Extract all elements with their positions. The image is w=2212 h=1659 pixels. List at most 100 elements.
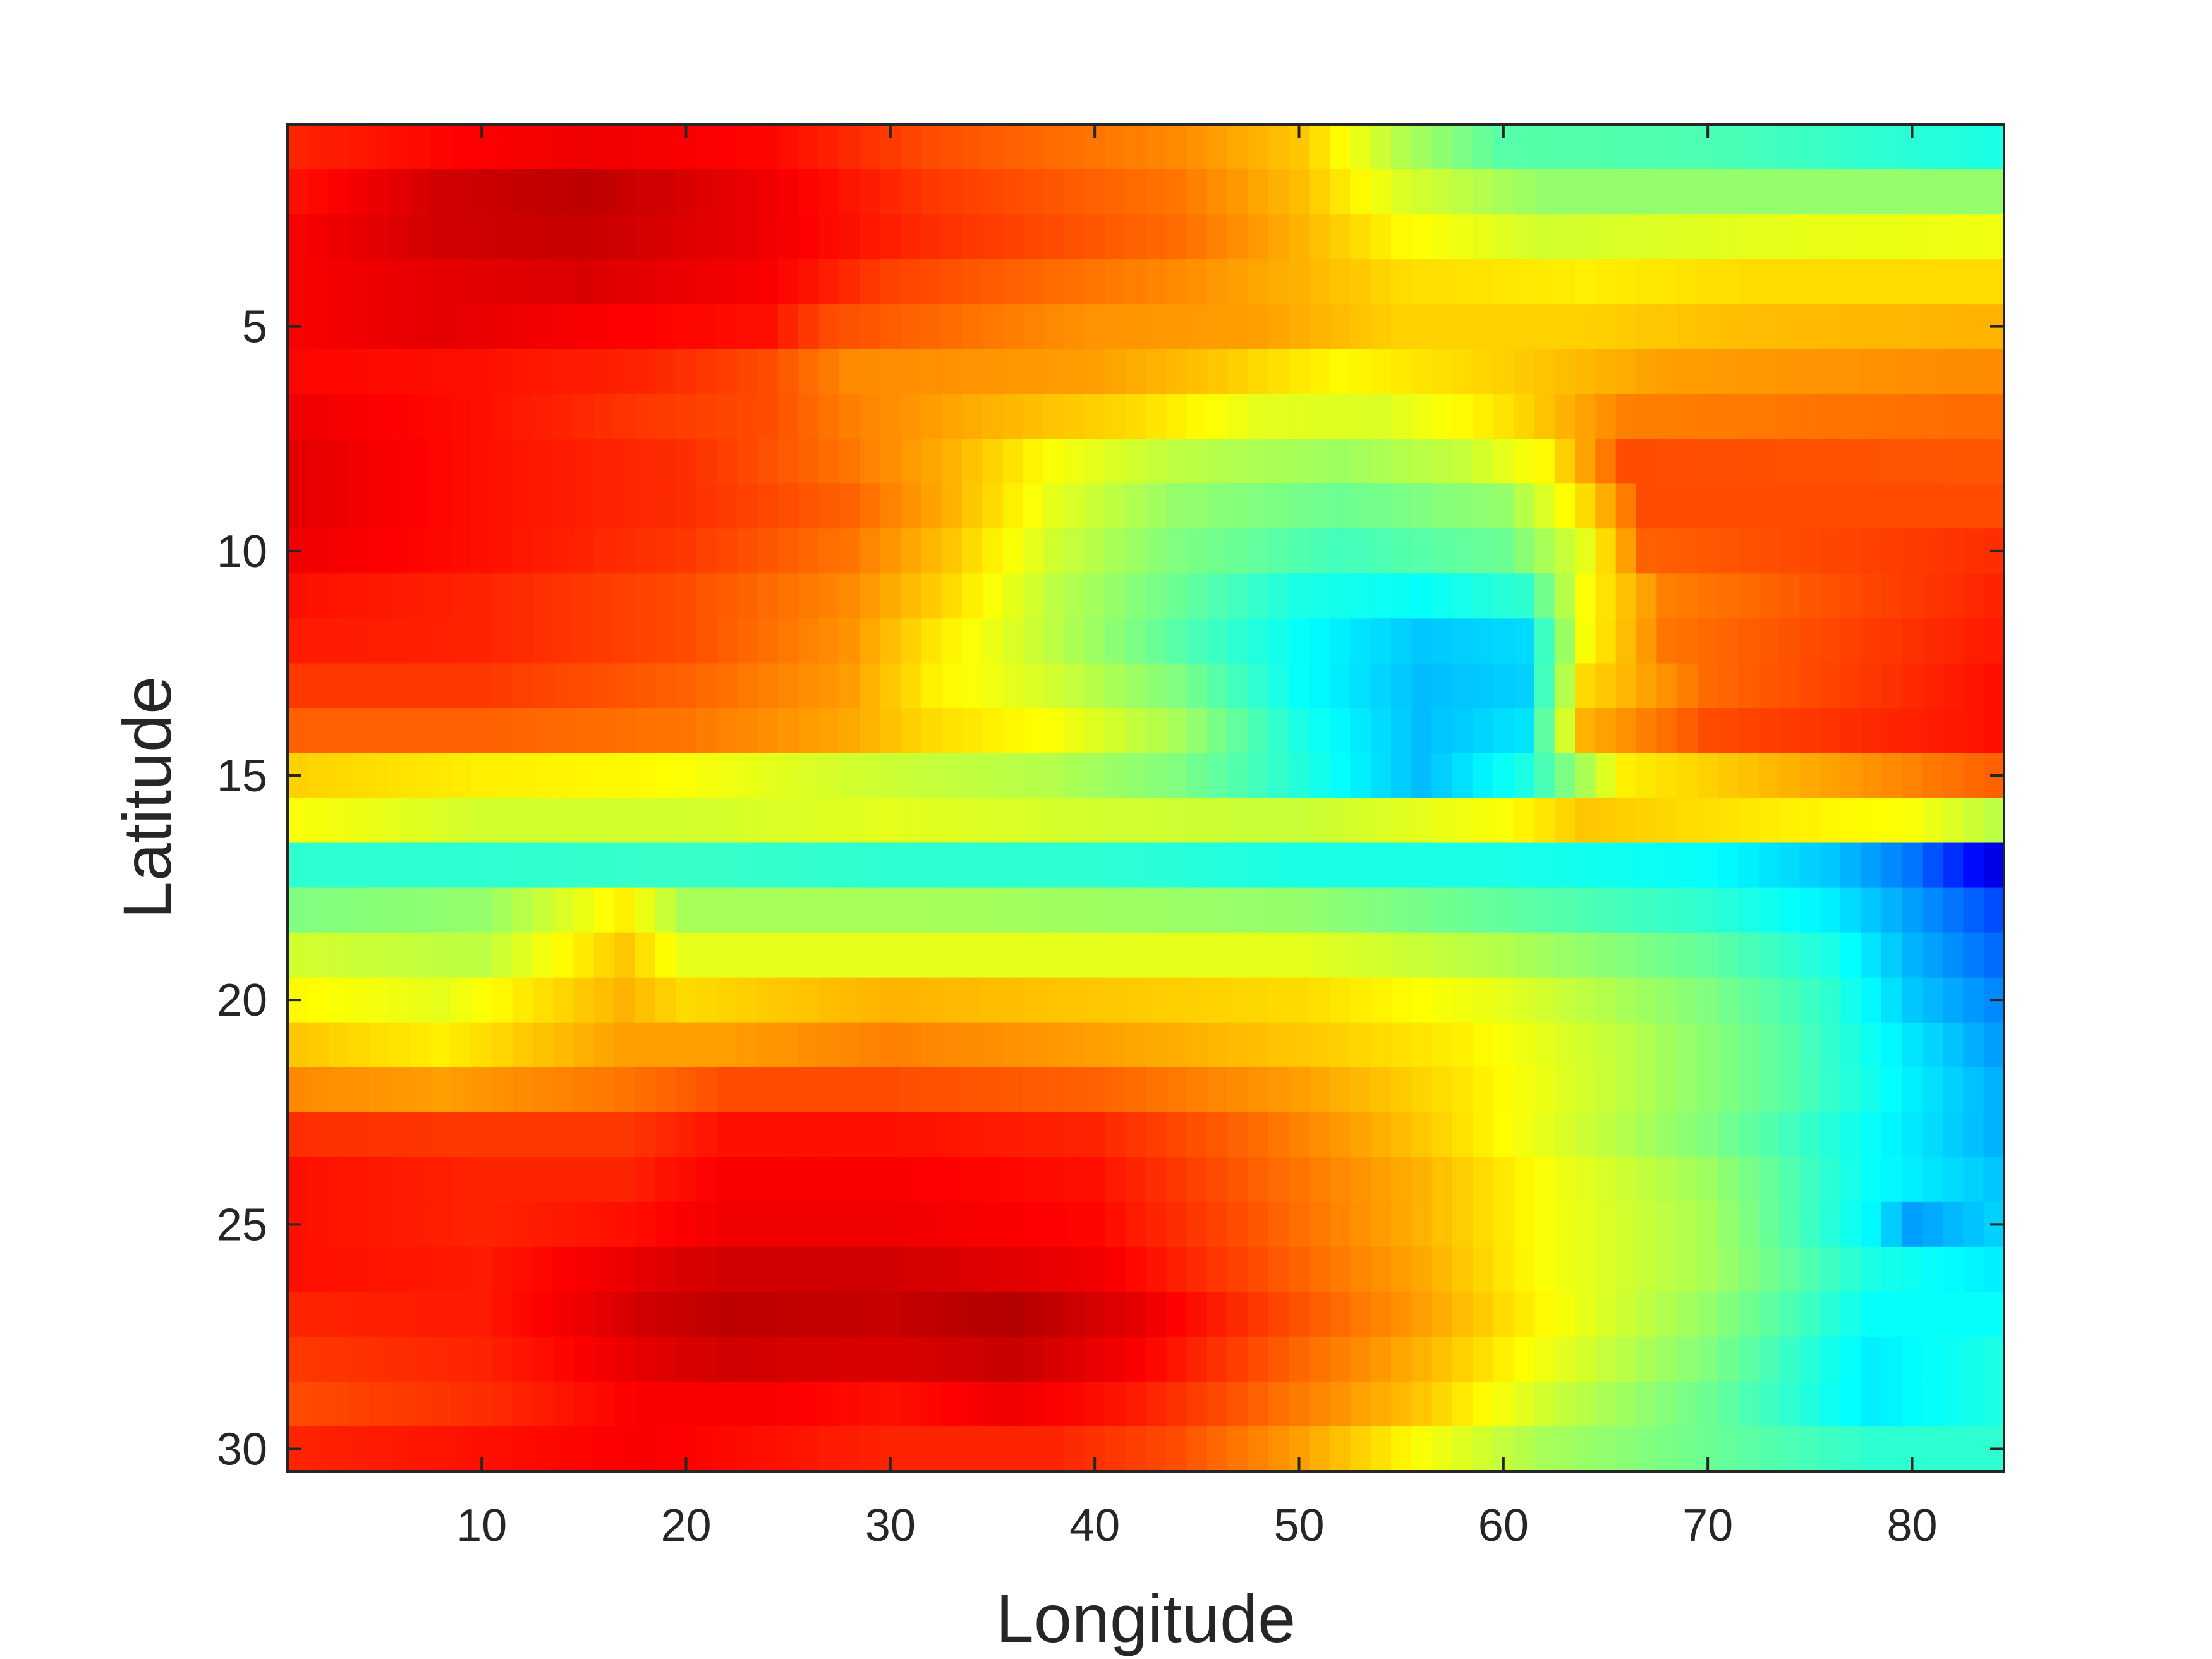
heatmap-cell bbox=[1636, 618, 1657, 664]
heatmap-cell bbox=[328, 125, 349, 170]
heatmap-cell bbox=[1350, 1201, 1371, 1248]
heatmap-cell bbox=[778, 798, 799, 844]
heatmap-cell bbox=[1146, 1201, 1167, 1248]
heatmap-cell bbox=[1861, 394, 1882, 439]
heatmap-cell bbox=[1370, 1291, 1392, 1337]
heatmap-cell bbox=[1943, 528, 1964, 574]
heatmap-cell bbox=[921, 304, 942, 349]
heatmap-cell bbox=[921, 528, 942, 574]
heatmap-cell bbox=[1064, 125, 1085, 170]
heatmap-cell bbox=[349, 842, 370, 889]
heatmap-cell bbox=[1963, 1201, 1984, 1248]
heatmap-cell bbox=[410, 1426, 431, 1472]
heatmap-cell bbox=[1677, 573, 1698, 619]
heatmap-cell bbox=[696, 1336, 717, 1382]
heatmap-cell bbox=[389, 304, 411, 349]
heatmap-cell bbox=[1840, 1112, 1862, 1158]
heatmap-cell bbox=[288, 1291, 308, 1337]
heatmap-cell bbox=[962, 663, 983, 709]
heatmap-cell bbox=[533, 798, 554, 844]
heatmap-cell bbox=[1330, 573, 1351, 619]
heatmap-cell bbox=[1431, 1291, 1453, 1337]
heatmap-cell bbox=[1636, 1022, 1657, 1068]
heatmap-cell bbox=[778, 1022, 799, 1068]
heatmap-cell bbox=[1002, 932, 1024, 978]
heatmap-cell bbox=[1043, 1201, 1065, 1248]
heatmap-cell bbox=[614, 214, 636, 260]
heatmap-cell bbox=[328, 798, 349, 844]
heatmap-cell bbox=[1554, 169, 1576, 215]
heatmap-cell bbox=[696, 1426, 717, 1472]
heatmap-cell bbox=[1125, 1426, 1146, 1472]
heatmap-cell bbox=[1902, 887, 1923, 933]
heatmap-cell bbox=[1493, 304, 1514, 349]
heatmap-cell bbox=[1431, 169, 1453, 215]
heatmap-cell bbox=[451, 663, 472, 709]
heatmap-cell bbox=[1698, 663, 1718, 709]
heatmap-cell bbox=[451, 1426, 472, 1472]
heatmap-cell bbox=[717, 798, 738, 844]
heatmap-cell bbox=[1840, 1381, 1862, 1427]
heatmap-cell bbox=[1759, 483, 1780, 529]
heatmap-cell bbox=[1473, 798, 1494, 844]
heatmap-cell bbox=[288, 618, 308, 664]
heatmap-cell bbox=[1248, 1201, 1269, 1248]
heatmap-cell bbox=[901, 483, 921, 529]
heatmap-cell bbox=[533, 169, 554, 215]
heatmap-cell bbox=[921, 1291, 942, 1337]
heatmap-cell bbox=[880, 708, 901, 754]
heatmap-cell bbox=[635, 1381, 656, 1427]
heatmap-cell bbox=[778, 483, 799, 529]
heatmap-cell bbox=[1759, 618, 1780, 664]
heatmap-cell bbox=[818, 753, 840, 799]
heatmap-cell bbox=[1963, 349, 1984, 394]
heatmap-cell bbox=[492, 753, 513, 799]
heatmap-cell bbox=[1677, 1157, 1698, 1203]
heatmap-cell bbox=[798, 1426, 820, 1472]
heatmap-cell bbox=[1759, 125, 1780, 170]
heatmap-cell bbox=[635, 753, 656, 799]
heatmap-cell bbox=[798, 753, 820, 799]
heatmap-cell bbox=[1554, 842, 1576, 889]
heatmap-cell bbox=[860, 798, 881, 844]
heatmap-cell bbox=[1002, 483, 1024, 529]
heatmap-cell bbox=[860, 1201, 881, 1248]
heatmap-cell bbox=[430, 1022, 452, 1068]
heatmap-cell bbox=[451, 259, 472, 305]
heatmap-cell bbox=[1146, 1067, 1167, 1113]
heatmap-cell bbox=[737, 663, 758, 709]
heatmap-cell bbox=[369, 1112, 391, 1158]
heatmap-cell bbox=[1881, 1426, 1902, 1472]
heatmap-cell bbox=[410, 977, 431, 1023]
heatmap-cell bbox=[1207, 708, 1228, 754]
heatmap-cell bbox=[1350, 1157, 1371, 1203]
heatmap-cell bbox=[1799, 1246, 1821, 1292]
heatmap-cell bbox=[410, 1022, 431, 1068]
heatmap-cell bbox=[614, 1201, 636, 1248]
heatmap-cell bbox=[1615, 125, 1637, 170]
heatmap-cell bbox=[1514, 753, 1534, 799]
heatmap-cell bbox=[921, 1067, 942, 1113]
heatmap-cell bbox=[1166, 1112, 1188, 1158]
heatmap-cell bbox=[430, 1381, 452, 1427]
heatmap-cell bbox=[860, 842, 881, 889]
heatmap-cell bbox=[635, 708, 656, 754]
heatmap-cell bbox=[1268, 1201, 1289, 1248]
heatmap-cell bbox=[1575, 1426, 1596, 1472]
heatmap-cell bbox=[1493, 887, 1514, 933]
heatmap-cell bbox=[308, 1022, 329, 1068]
heatmap-cell bbox=[676, 618, 697, 664]
heatmap-cell bbox=[430, 394, 452, 439]
heatmap-cell bbox=[1554, 573, 1576, 619]
heatmap-cell bbox=[655, 1022, 676, 1068]
heatmap-cell bbox=[1146, 304, 1167, 349]
heatmap-cell bbox=[1227, 125, 1249, 170]
heatmap-cell bbox=[1452, 528, 1473, 574]
heatmap-cell bbox=[369, 887, 391, 933]
heatmap-cell bbox=[1207, 349, 1228, 394]
heatmap-cell bbox=[573, 1022, 595, 1068]
heatmap-cell bbox=[982, 394, 1004, 439]
heatmap-cell bbox=[1370, 887, 1392, 933]
heatmap-cell bbox=[717, 1291, 738, 1337]
heatmap-cell bbox=[471, 1201, 492, 1248]
